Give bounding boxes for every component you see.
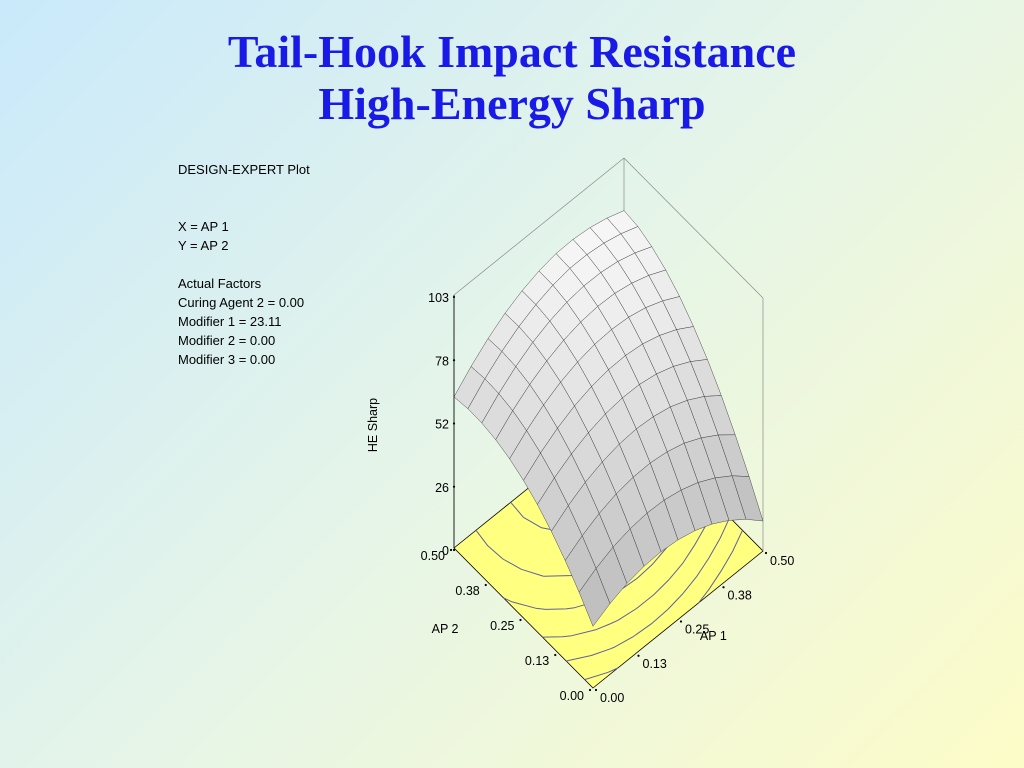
factor-modifier-3: Modifier 3 = 0.00 xyxy=(178,352,276,367)
plot-header: DESIGN-EXPERT Plot xyxy=(178,162,310,177)
contour-line xyxy=(542,502,716,638)
z-tick-mark xyxy=(452,295,456,299)
z-tick-label: 26 xyxy=(435,481,449,495)
z-tick-mark xyxy=(452,422,456,425)
y-tick-mark xyxy=(484,583,487,587)
y-tick-mark xyxy=(449,548,453,552)
z-tick-label: 103 xyxy=(428,291,449,305)
z-tick-label: 52 xyxy=(435,418,449,432)
z-axis-title: HE Sharp xyxy=(366,398,380,452)
y-factor-label: Y = AP 2 xyxy=(178,238,229,253)
y-tick-label: 0.38 xyxy=(455,584,479,598)
title-line-2: High-Energy Sharp xyxy=(318,78,706,129)
box-edge xyxy=(623,157,764,299)
x-tick-mark xyxy=(722,586,725,589)
y-tick-mark xyxy=(519,618,522,622)
z-tick-mark xyxy=(452,548,456,552)
factor-curing-agent-2: Curing Agent 2 = 0.00 xyxy=(178,295,305,310)
z-tick-mark xyxy=(452,485,456,488)
x-axis-title: AP 1 xyxy=(700,629,727,643)
contour-line xyxy=(584,530,743,681)
y-tick-mark xyxy=(554,653,557,657)
y-tick-label: 0.13 xyxy=(525,654,549,668)
y-axis-title: AP 2 xyxy=(432,622,459,636)
x-tick-mark xyxy=(764,551,768,555)
x-tick-label: 0.00 xyxy=(600,691,624,705)
response-surface xyxy=(453,210,764,627)
box-edge xyxy=(453,157,625,296)
factor-modifier-2: Modifier 2 = 0.00 xyxy=(178,333,276,348)
z-tick-mark xyxy=(452,359,456,362)
surface-patch xyxy=(578,567,611,627)
y-tick-label: 0.50 xyxy=(421,549,445,563)
z-tick-label: 0 xyxy=(442,544,449,558)
factor-modifier-1: Modifier 1 = 23.11 xyxy=(178,314,282,329)
x-tick-label: 0.25 xyxy=(685,623,709,637)
y-tick-label: 0.00 xyxy=(560,689,584,703)
y-tick-mark xyxy=(588,688,592,692)
design-info-panel: DESIGN-EXPERT Plot X = AP 1 Y = AP 2 Act… xyxy=(178,160,310,369)
actual-factors-header: Actual Factors xyxy=(178,276,262,291)
y-tick-label: 0.25 xyxy=(490,619,514,633)
slide-title: Tail-Hook Impact Resistance High-Energy … xyxy=(0,26,1024,130)
title-line-1: Tail-Hook Impact Resistance xyxy=(227,26,797,77)
contour-line xyxy=(566,517,731,662)
x-tick-label: 0.50 xyxy=(770,554,794,568)
x-tick-mark xyxy=(637,654,640,657)
x-tick-label: 0.38 xyxy=(728,588,752,602)
x-tick-mark xyxy=(679,620,683,623)
z-tick-label: 78 xyxy=(435,354,449,368)
x-factor-label: X = AP 1 xyxy=(178,219,229,234)
x-tick-label: 0.13 xyxy=(643,657,667,671)
x-tick-mark xyxy=(594,688,598,692)
